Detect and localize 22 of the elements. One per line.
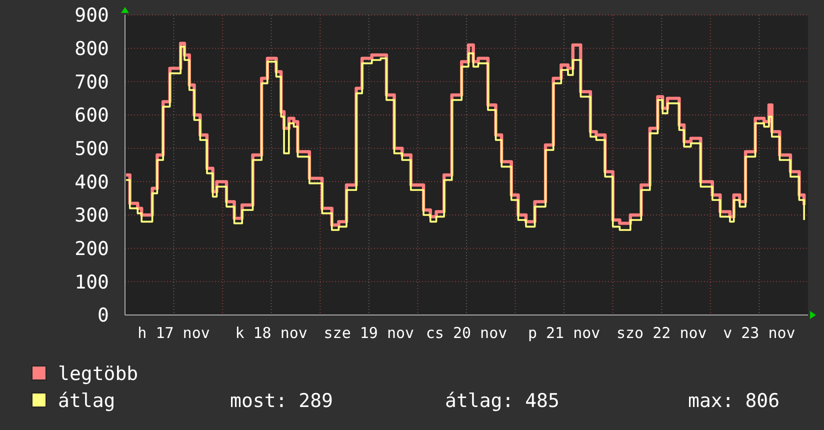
x-tick-label: sze 19 nov — [324, 324, 414, 342]
x-tick-label: v 23 nov — [723, 324, 796, 342]
x-tick-label: k 18 nov — [235, 324, 308, 342]
y-tick-label: 500 — [74, 138, 109, 160]
x-tick-label: p 21 nov — [528, 324, 600, 342]
legend-label: átlag — [58, 390, 116, 412]
x-tick-label: h 17 nov — [138, 324, 210, 342]
text: max: 806 — [688, 390, 780, 412]
y-tick-label: 400 — [74, 171, 109, 194]
y-tick-label: 300 — [74, 204, 109, 227]
y-tick-label: 600 — [74, 104, 109, 127]
y-tick-label: 200 — [74, 238, 109, 260]
y-tick-label: 0 — [98, 304, 109, 327]
x-tick-label: szo 22 nov — [616, 324, 707, 342]
x-tick-label: cs 20 nov — [426, 324, 508, 342]
text: most: 289 — [230, 390, 333, 412]
y-tick-label: 700 — [74, 71, 109, 94]
legend-label: legtöbb — [58, 363, 138, 385]
y-tick-label: 900 — [74, 4, 109, 27]
y-tick-label: 800 — [74, 38, 109, 60]
y-tick-label: 100 — [74, 271, 109, 294]
text: átlag: 485 — [445, 390, 560, 412]
